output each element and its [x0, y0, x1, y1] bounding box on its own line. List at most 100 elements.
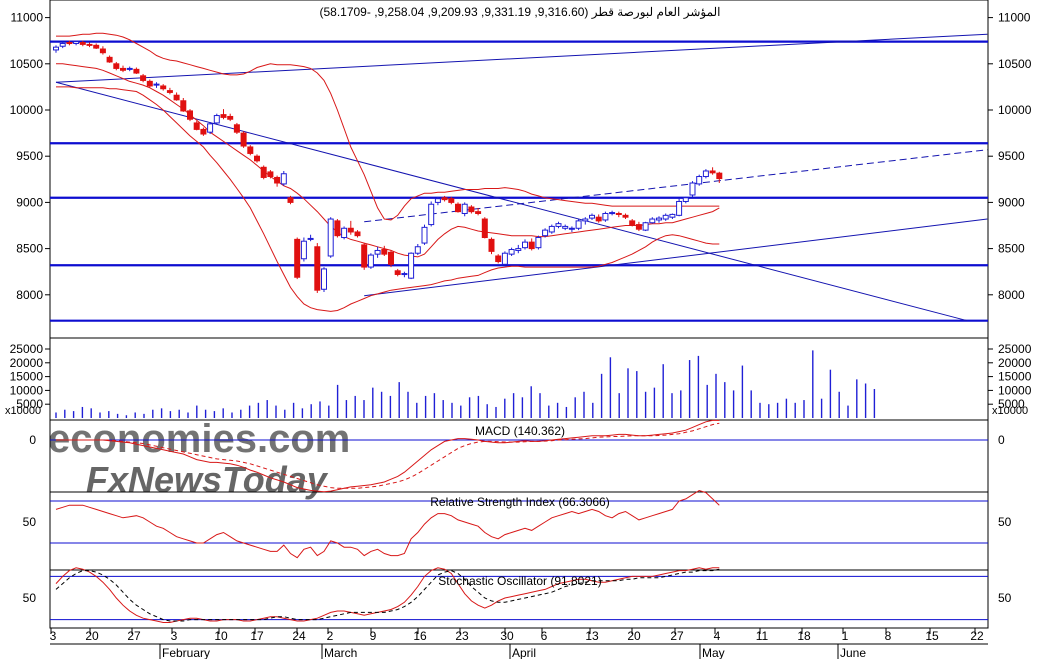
- volume-tick-label-left: 20000: [10, 356, 44, 370]
- volume-unit-label-left: x10000: [5, 405, 41, 417]
- candle-body: [515, 248, 522, 251]
- candle-body: [629, 220, 636, 226]
- candle-body: [254, 155, 260, 162]
- candle-body: [160, 85, 167, 90]
- month-label: June: [840, 646, 866, 659]
- candle-body: [495, 255, 502, 263]
- candle-body: [53, 46, 59, 51]
- candle-body: [488, 238, 495, 252]
- volume-tick-label-right: 15000: [998, 370, 1032, 384]
- candle-body: [448, 198, 455, 203]
- watermark-line1: economies.com: [48, 417, 350, 461]
- rsi-line: [55, 489, 720, 559]
- date-tick-label: 8: [885, 629, 892, 643]
- candle-body: [595, 216, 602, 222]
- candle-body: [153, 83, 160, 86]
- stochastic-tick-label-left: 50: [23, 591, 37, 605]
- volume-tick-label-right: 5000: [998, 397, 1025, 411]
- stochastic-panel-frame: [49, 569, 989, 629]
- bollinger-lower-line: [56, 86, 720, 312]
- candle-body: [280, 173, 287, 185]
- date-tick-label: 2: [327, 629, 334, 643]
- watermark: economies.com FxNewsToday: [48, 417, 350, 500]
- candle-body: [166, 90, 173, 93]
- volume-tick-label-left: 5000: [16, 397, 43, 411]
- stochastic-d-line: [55, 568, 720, 622]
- candle-body: [461, 203, 468, 214]
- candle-body: [475, 211, 482, 214]
- chart-title: المؤشر العام لبورصة قطر (9,316.60, 9,331…: [319, 5, 720, 19]
- candle-body: [394, 270, 401, 275]
- date-tick-label: 16: [413, 629, 427, 643]
- candle-body: [233, 124, 240, 133]
- candle-body: [615, 212, 622, 215]
- date-tick-label: 18: [797, 629, 811, 643]
- trendline: [364, 149, 988, 223]
- candle-body: [133, 68, 140, 74]
- candle-body: [555, 223, 562, 227]
- volume-tick-label-right: 25000: [998, 342, 1032, 356]
- candle-body: [388, 251, 394, 265]
- candle-body: [220, 114, 227, 118]
- candle-body: [582, 218, 589, 222]
- candle-body: [79, 42, 86, 45]
- macd-title: MACD (140.362): [475, 424, 565, 438]
- price-tick-label-left: 8000: [16, 288, 43, 302]
- candle-body: [227, 115, 234, 120]
- candle-body: [347, 227, 354, 233]
- candle-body: [434, 198, 441, 203]
- candle-body: [106, 56, 113, 63]
- candle-body: [247, 146, 254, 154]
- candle-body: [441, 197, 448, 201]
- candle-body: [180, 100, 187, 112]
- candle-body: [307, 237, 314, 240]
- date-tick-label: 11: [756, 629, 769, 643]
- candle-body: [99, 48, 106, 54]
- volume-tick-label-left: 10000: [10, 383, 44, 397]
- date-tick-label: 3: [171, 629, 178, 643]
- candle-body: [260, 166, 267, 178]
- candle-body: [200, 128, 207, 135]
- candle-body: [602, 212, 609, 221]
- candle-body: [562, 225, 569, 229]
- candle-body: [381, 249, 388, 255]
- candle-body: [428, 203, 435, 226]
- candle-body: [548, 225, 555, 233]
- candle-body: [120, 67, 126, 71]
- candle-body: [140, 75, 147, 81]
- candle-body: [421, 226, 428, 244]
- bollinger-middle-line: [56, 63, 720, 258]
- trendline: [55, 81, 968, 322]
- candle-body: [86, 43, 93, 46]
- candle-body: [334, 220, 341, 237]
- candle-body: [508, 249, 515, 255]
- price-tick-label-left: 9500: [16, 149, 43, 163]
- candle-body: [709, 170, 716, 174]
- candle-body: [146, 80, 153, 87]
- candle-body: [113, 63, 120, 69]
- date-tick-label: 3: [50, 629, 57, 643]
- candle-body: [682, 197, 689, 202]
- month-label: May: [702, 646, 725, 659]
- candle-body: [535, 237, 542, 249]
- date-tick-label: 27: [670, 629, 684, 643]
- date-tick-label: 13: [585, 629, 599, 643]
- bollinger-upper-line: [56, 32, 720, 221]
- date-tick-label: 1: [842, 629, 849, 643]
- date-tick-label: 20: [627, 629, 641, 643]
- price-tick-label-left: 10500: [10, 57, 44, 71]
- date-tick-label: 30: [500, 629, 514, 643]
- candle-body: [361, 244, 368, 268]
- macd-signal-line: [56, 422, 720, 489]
- candle-body: [649, 218, 656, 224]
- candle-body: [126, 67, 133, 70]
- date-tick-label: 9: [370, 629, 377, 643]
- candle-body: [528, 241, 535, 250]
- candle-body: [240, 132, 247, 147]
- candle-body: [522, 241, 528, 249]
- candle-body: [669, 213, 676, 218]
- date-tick-label: 4: [714, 629, 721, 643]
- stochastic-title: Stochastic Oscillator (91.8021): [438, 574, 601, 588]
- candle-body: [173, 94, 180, 101]
- date-tick-label: 24: [292, 629, 306, 643]
